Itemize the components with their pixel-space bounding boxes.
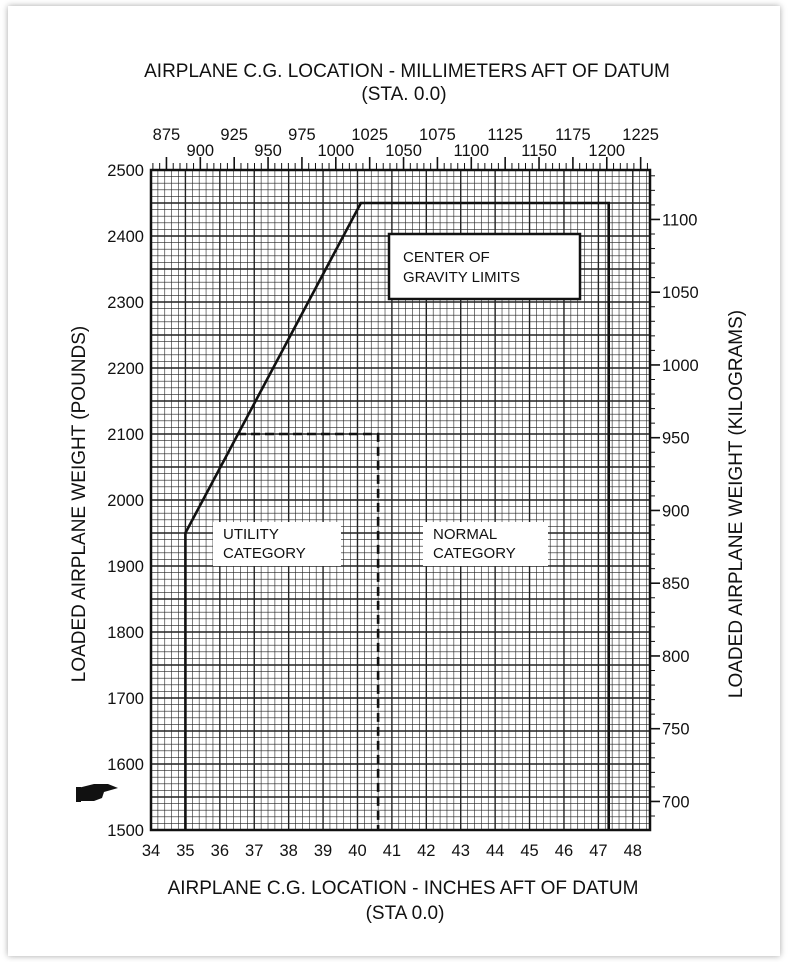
x-tick-label: 42: [417, 842, 435, 860]
mm-tick-label-upper: 1175: [555, 126, 590, 144]
cg-envelope-chart: AIRPLANE C.G. LOCATION - MILLIMETERS AFT…: [69, 61, 747, 924]
x-tick-label: 40: [348, 842, 366, 860]
mm-tick-label-upper: 1125: [487, 126, 522, 144]
mm-tick-label-lower: 1000: [317, 142, 354, 160]
y-right-tick-label: 900: [662, 502, 690, 520]
x-tick-label: 39: [314, 842, 332, 860]
mm-tick-label-upper: 925: [220, 126, 248, 144]
utility-label-1: UTILITY: [223, 526, 279, 543]
y-axis-title-left: LOADED AIRPLANE WEIGHT (POUNDS): [69, 326, 90, 683]
normal-label-1: NORMAL: [433, 526, 497, 543]
x-tick-label: 47: [589, 842, 607, 860]
normal-category-envelope-line: [184, 201, 611, 830]
mm-tick-label-lower: 1100: [454, 142, 489, 160]
mm-tick-label-upper: 1225: [622, 126, 659, 144]
y-left-tick-label: 2500: [107, 162, 144, 180]
y-right-tick-label: 1000: [662, 357, 699, 375]
x-tick-label: 48: [624, 842, 642, 860]
y-right-tick-label: 850: [662, 575, 690, 593]
utility-label-2: CATEGORY: [223, 545, 306, 562]
y-axis-title-right: LOADED AIRPLANE WEIGHT (KILOGRAMS): [726, 310, 747, 698]
y-left-tick-label: 1600: [107, 756, 144, 774]
x-tick-label: 34: [142, 842, 160, 860]
mm-tick-label-lower: 900: [187, 142, 215, 160]
mm-tick-label-lower: 950: [254, 142, 282, 160]
y-left-tick-label: 1700: [107, 690, 144, 708]
x-axis-title: AIRPLANE C.G. LOCATION - INCHES AFT OF D…: [168, 878, 639, 899]
mm-tick-label-lower: 1200: [588, 142, 625, 160]
utility-category-box: UTILITY CATEGORY: [213, 522, 341, 566]
normal-category-box: NORMAL CATEGORY: [423, 522, 548, 566]
mm-tick-label-lower: 1050: [385, 142, 422, 160]
axes: 34 35 36 37 38 39 40 41 42 43 44 45 46 47 48 1500 1600 17…: [107, 126, 698, 860]
cg-limits-box: CENTER OF GRAVITY LIMITS: [387, 232, 582, 301]
x-axis-title-sub: (STA 0.0): [366, 903, 445, 924]
y-right-tick-label: 1050: [662, 284, 699, 302]
x-tick-label: 45: [520, 842, 538, 860]
cg-limits-label-2: GRAVITY LIMITS: [403, 269, 520, 286]
y-left-tick-label: 2000: [107, 492, 144, 510]
chart-page: AIRPLANE C.G. LOCATION - MILLIMETERS AFT…: [8, 6, 780, 956]
top-axis-title-sub: (STA. 0.0): [361, 84, 446, 105]
y-right-tick-label: 1100: [662, 211, 697, 229]
plot-frame: [149, 168, 652, 832]
series: [184, 201, 611, 830]
y-left-tick-label: 1500: [107, 822, 144, 840]
mm-tick-label-upper: 1025: [351, 126, 388, 144]
x-tick-label: 35: [176, 842, 194, 860]
x-tick-label: 43: [452, 842, 470, 860]
pointing-hand-icon: [76, 784, 118, 802]
y-left-tick-label: 2200: [107, 360, 144, 378]
mm-tick-label-upper: 875: [153, 126, 181, 144]
y-left-tick-label: 1900: [107, 558, 144, 576]
mm-tick-label-lower: 1150: [521, 142, 556, 160]
x-tick-label: 46: [555, 842, 573, 860]
y-right-tick-label: 700: [662, 793, 690, 811]
x-tick-label: 37: [245, 842, 263, 860]
cg-limits-label-1: CENTER OF: [403, 249, 490, 266]
top-axis-title: AIRPLANE C.G. LOCATION - MILLIMETERS AFT…: [144, 61, 670, 82]
x-tick-label: 38: [279, 842, 297, 860]
y-left-tick-label: 2400: [107, 228, 144, 246]
y-left-tick-label: 2300: [107, 294, 144, 312]
y-left-tick-label: 2100: [107, 426, 144, 444]
normal-label-2: CATEGORY: [433, 545, 516, 562]
y-right-tick-label: 750: [662, 721, 690, 739]
x-tick-label: 36: [211, 842, 229, 860]
y-right-tick-label: 800: [662, 648, 690, 666]
mm-tick-label-upper: 1075: [419, 126, 456, 144]
utility-category-limit-line: [237, 432, 380, 830]
y-left-tick-label: 1800: [107, 624, 144, 642]
x-tick-label: 44: [486, 842, 504, 860]
y-right-tick-label: 950: [662, 430, 690, 448]
mm-tick-label-upper: 975: [288, 126, 316, 144]
x-tick-label: 41: [383, 842, 401, 860]
